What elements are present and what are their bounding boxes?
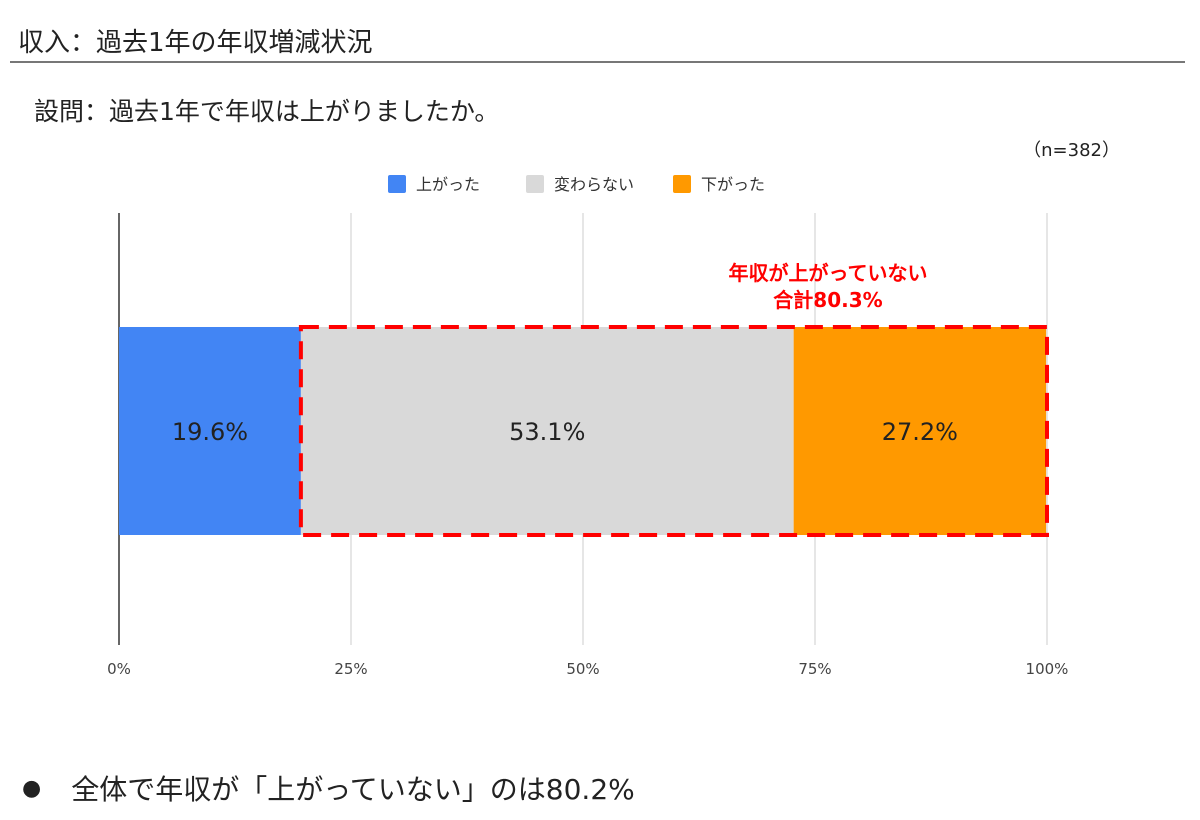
x-tick-label: 50%: [566, 660, 599, 678]
legend-swatch: [526, 175, 544, 193]
page-title: 収入：過去1年の年収増減状況: [18, 28, 373, 58]
legend-label: 上がった: [416, 175, 480, 194]
question-text: 設問：過去1年で年収は上がりましたか。: [34, 97, 500, 126]
summary-bullet: ● 全体で年収が「上がっていない」のは80.2%: [22, 768, 635, 808]
bars: 19.6% 53.1% 27.2%: [119, 327, 1047, 535]
legend-label: 下がった: [701, 175, 765, 194]
bullet-icon: ●: [22, 775, 42, 801]
x-tick-label: 25%: [334, 660, 367, 678]
data-label: 19.6%: [172, 418, 248, 446]
annotation-line2: 合計80.3%: [773, 288, 882, 312]
x-tick-label: 0%: [107, 660, 131, 678]
legend-swatch: [388, 175, 406, 193]
x-tick-label: 75%: [798, 660, 831, 678]
legend: 上がった 変わらない 下がった: [388, 175, 765, 194]
bar-segment: [119, 327, 301, 535]
legend-label: 変わらない: [554, 175, 634, 194]
legend-swatch: [673, 175, 691, 193]
annotation-line1: 年収が上がっていない: [729, 261, 928, 285]
sample-size: （n=382）: [1023, 140, 1120, 161]
title-divider: [10, 61, 1185, 63]
bar-segment: [793, 327, 1047, 535]
highlight-box: [298, 325, 1049, 537]
data-label: 53.1%: [509, 418, 585, 446]
data-label: 27.2%: [882, 418, 958, 446]
summary-text: 全体で年収が「上がっていない」のは80.2%: [71, 773, 635, 806]
bar-segment: [300, 327, 794, 535]
x-tick-label: 100%: [1026, 660, 1069, 678]
